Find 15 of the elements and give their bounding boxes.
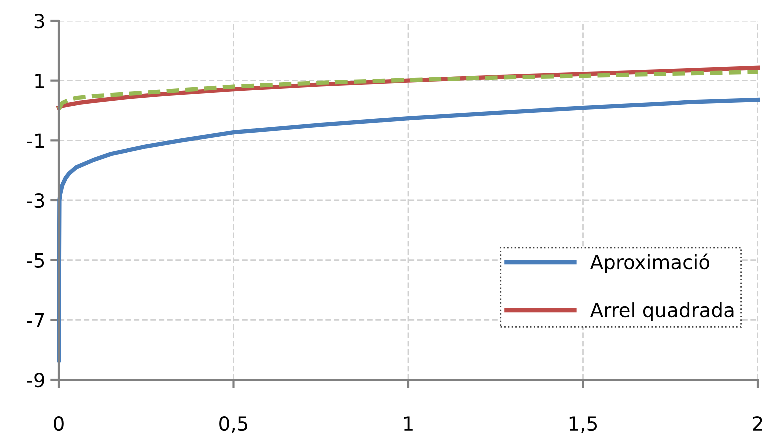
y-tick-label: -9 xyxy=(27,372,44,388)
legend-label: Aproximació xyxy=(590,254,710,274)
x-tick-label: 2 xyxy=(753,416,762,431)
x-tick-label: 1,5 xyxy=(570,416,598,434)
x-tick-label: 1 xyxy=(404,416,413,431)
line-series xyxy=(57,98,760,363)
y-tick-label: -1 xyxy=(27,134,44,148)
y-tick-label: -3 xyxy=(27,193,44,208)
y-tick-label: -5 xyxy=(27,254,44,268)
x-tick-label: 0 xyxy=(54,416,64,432)
legend-label: Arrel quadrada xyxy=(590,302,734,322)
y-tick-label: 3 xyxy=(34,14,44,29)
y-tick-label: -7 xyxy=(27,313,44,328)
x-tick-label: 0,5 xyxy=(220,416,248,434)
y-tick-label: 1 xyxy=(36,74,44,88)
